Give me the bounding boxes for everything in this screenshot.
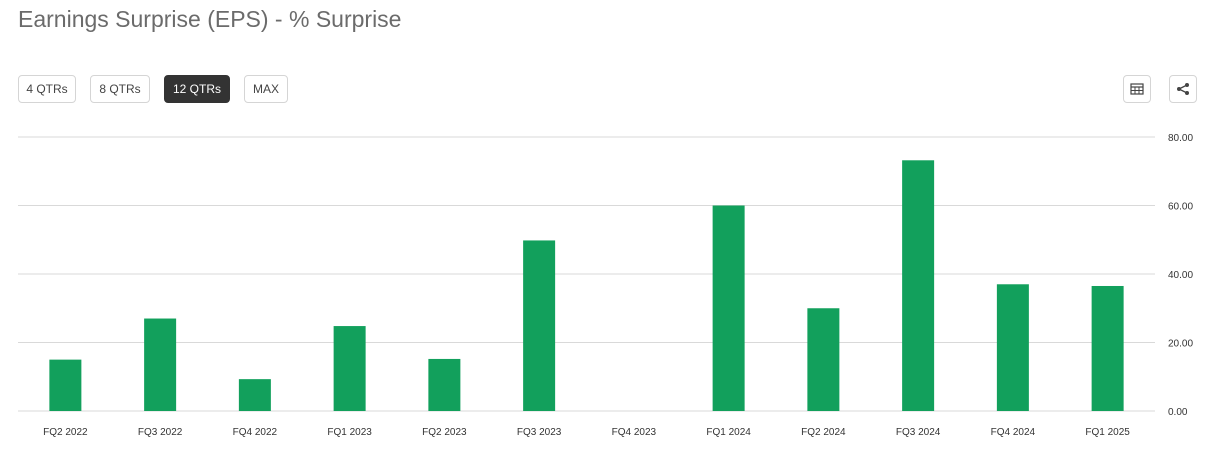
bar-fq3-2023[interactable] [523,240,556,411]
bar-fq2-2022[interactable] [49,359,82,411]
y-tick-label: 20.00 [1168,339,1193,350]
range-max-button[interactable]: MAX [244,75,288,103]
x-tick-label: FQ1 2025 [1085,427,1130,438]
bar-fq3-2022[interactable] [144,318,177,411]
x-tick-label: FQ4 2023 [612,427,657,438]
share-button[interactable] [1169,75,1197,103]
bar-fq1-2024[interactable] [712,205,745,412]
range-8-qtrs-button[interactable]: 8 QTRs [90,75,150,103]
x-tick-label: FQ2 2022 [43,427,88,438]
x-tick-label: FQ3 2024 [896,427,941,438]
range-12-qtrs-button[interactable]: 12 QTRs [164,75,230,103]
bar-fq1-2025[interactable] [1091,285,1124,411]
x-tick-label: FQ3 2022 [138,427,183,438]
table-view-button[interactable] [1123,75,1151,103]
x-tick-label: FQ1 2023 [327,427,372,438]
range-4-qtrs-button[interactable]: 4 QTRs [18,75,76,103]
bar-fq3-2024[interactable] [902,160,935,411]
table-icon [1130,83,1144,95]
y-tick-label: 40.00 [1168,270,1193,281]
x-tick-label: FQ1 2024 [706,427,751,438]
bar-fq4-2022[interactable] [238,379,271,411]
x-tick-label: FQ4 2022 [233,427,278,438]
y-tick-label: 0.00 [1168,407,1188,418]
bar-fq2-2023[interactable] [428,358,461,411]
bar-fq4-2024[interactable] [996,284,1029,411]
x-tick-label: FQ2 2024 [801,427,846,438]
y-tick-label: 80.00 [1168,133,1193,144]
share-icon [1177,83,1189,95]
chart-title: Earnings Surprise (EPS) - % Surprise [18,6,402,32]
x-tick-label: FQ4 2024 [991,427,1036,438]
y-tick-label: 60.00 [1168,202,1193,213]
bar-fq1-2023[interactable] [333,326,366,411]
x-tick-label: FQ3 2023 [517,427,562,438]
x-tick-label: FQ2 2023 [422,427,467,438]
bar-fq2-2024[interactable] [807,308,840,411]
